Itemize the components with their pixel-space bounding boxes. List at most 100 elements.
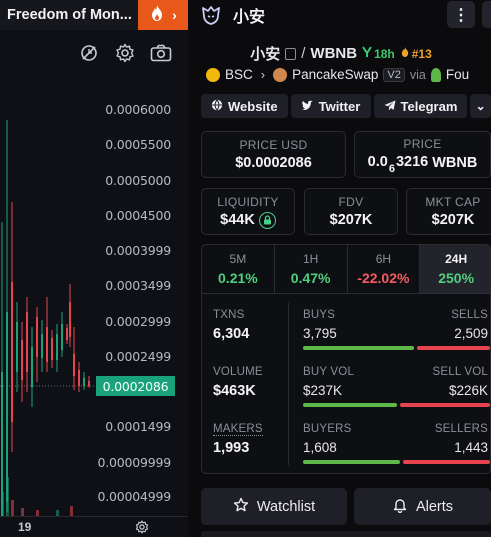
- settings-gear-icon[interactable]: [114, 42, 136, 64]
- buys-bar: [303, 346, 414, 350]
- price-chart[interactable]: 0.0006000 0.0005500 0.0005000 0.0004500 …: [0, 72, 188, 516]
- header-title: 小安: [233, 9, 266, 26]
- twitter-button[interactable]: Twitter: [290, 94, 371, 118]
- volume-value: $463K: [213, 383, 256, 399]
- social-links: Website Twitter Telegram ⌄: [201, 94, 491, 118]
- sellers-bar: [403, 460, 490, 464]
- pancakeswap-icon: [273, 67, 288, 82]
- base-token-name: 小安: [250, 46, 281, 63]
- makers-label: MAKERS: [213, 423, 263, 436]
- boost-label: 18h: [374, 46, 395, 61]
- boost-badge[interactable]: 18h: [362, 46, 395, 61]
- buyers-bar: [303, 460, 400, 464]
- via-label: via: [409, 67, 426, 82]
- price-native-card: PRICE 0.063216 WBNB: [354, 131, 491, 178]
- watchlist-label: Watchlist: [256, 498, 316, 515]
- website-button[interactable]: Website: [201, 94, 288, 118]
- buy-volume-label: BUY VOL: [303, 366, 355, 378]
- chevron-right-icon: ›: [172, 7, 177, 23]
- sells-bar: [417, 346, 490, 350]
- sell-volume-value: $226K: [448, 383, 488, 398]
- lock-icon[interactable]: [258, 211, 276, 229]
- telegram-plane-icon: [384, 99, 396, 114]
- liquidity-label: LIQUIDITY: [217, 194, 279, 209]
- tab-6h[interactable]: 6H -22.02%: [348, 245, 421, 293]
- market-cap-card: MKT CAP $207K: [406, 188, 491, 235]
- price-change-value: 0.47%: [290, 270, 331, 286]
- price-tick: 0.0004500: [105, 208, 171, 223]
- price-usd-value: $0.0002086: [235, 155, 312, 171]
- volume-label: VOLUME: [213, 366, 263, 378]
- measure-icon[interactable]: [78, 42, 100, 64]
- liquidity-card: LIQUIDITY $44K: [201, 188, 295, 235]
- price-usd-card: PRICE USD $0.0002086: [201, 131, 346, 178]
- sell-volume-bar: [400, 403, 490, 407]
- tab-24h[interactable]: 24H 250%: [420, 245, 490, 293]
- buyers-value: 1,608: [303, 440, 337, 455]
- price-native-value: 0.063216 WBNB: [367, 153, 478, 176]
- buys-label: BUYS: [303, 309, 336, 321]
- token-header: 小安: [191, 0, 491, 30]
- sell-volume-label: SELL VOL: [432, 366, 488, 378]
- chevron-down-icon: ⌄: [475, 99, 486, 113]
- timeframe-label: 6H: [375, 252, 392, 266]
- fire-icon: [149, 4, 165, 27]
- chevron-right-icon: ›: [260, 67, 266, 82]
- price-native-prefix: 0.0: [367, 153, 388, 170]
- trending-rank-badge[interactable]: #13: [400, 46, 432, 61]
- telegram-button[interactable]: Telegram: [373, 94, 468, 118]
- tab-1h[interactable]: 1H 0.47%: [275, 245, 348, 293]
- alerts-button[interactable]: Alerts: [354, 488, 491, 525]
- chart-tab-title[interactable]: Freedom of Mon...: [0, 0, 138, 30]
- sells-value: 2,509: [454, 326, 488, 341]
- price-change-value: 250%: [438, 270, 475, 286]
- fdv-card: FDV $207K: [304, 188, 398, 235]
- makers-value: 1,993: [213, 440, 250, 456]
- current-price-tag: 0.0002086: [96, 376, 175, 396]
- timeframe-tabs: 5M 0.21% 1H 0.47% 6H -22.02% 24H 250%: [202, 245, 490, 294]
- candlesticks: [0, 120, 96, 516]
- price-tick: 0.0006000: [105, 102, 171, 117]
- txns-value: 6,304: [213, 326, 250, 342]
- copy-icon[interactable]: [285, 47, 297, 60]
- chain-breadcrumb: BSC › PancakeSwap V2 via Fou: [206, 67, 469, 82]
- more-links-button[interactable]: ⌄: [470, 94, 491, 118]
- price-tick: 0.0001499: [105, 419, 171, 434]
- alerts-label: Alerts: [415, 498, 454, 515]
- dex-name[interactable]: PancakeSwap: [292, 67, 379, 82]
- website-label: Website: [228, 98, 278, 114]
- time-axis: 19: [0, 516, 188, 537]
- chain-name[interactable]: BSC: [225, 67, 253, 82]
- trending-button[interactable]: ›: [138, 0, 188, 30]
- liquidity-value: $44K: [220, 212, 255, 228]
- price-native-label: PRICE: [403, 136, 442, 151]
- price-change-value: -22.02%: [357, 270, 410, 286]
- buy-volume-bar: [303, 403, 397, 407]
- price-tick: 0.00009999: [97, 455, 171, 470]
- liquidity-value-row: $44K: [220, 211, 276, 229]
- launchpad-name[interactable]: Fou: [445, 67, 470, 82]
- axis-settings-icon[interactable]: [135, 520, 149, 537]
- buys-value: 3,795: [303, 326, 337, 341]
- twitter-label: Twitter: [318, 98, 361, 114]
- txns-label: TXNS: [213, 309, 245, 321]
- menu-button[interactable]: ⋮: [447, 1, 475, 28]
- camera-icon[interactable]: [150, 42, 172, 64]
- price-tick: 0.0005000: [105, 173, 171, 188]
- buyers-label: BUYERS: [303, 423, 352, 435]
- buy-volume-value: $237K: [303, 383, 343, 398]
- watchlist-button[interactable]: Watchlist: [201, 488, 347, 525]
- market-cap-label: MKT CAP: [425, 195, 481, 209]
- timeframe-label: 1H: [302, 252, 319, 266]
- time-axis-label: 19: [18, 520, 32, 534]
- star-icon: [233, 497, 249, 517]
- price-native-digits: 3216: [395, 153, 429, 170]
- timeframe-label: 5M: [229, 252, 247, 266]
- tab-5m[interactable]: 5M 0.21%: [202, 245, 275, 293]
- pair-title: 小安 / WBNB 18h #13: [191, 43, 491, 64]
- twitter-bird-icon: [301, 99, 314, 114]
- timeframe-label: 24H: [445, 252, 468, 266]
- stats-box: 5M 0.21% 1H 0.47% 6H -22.02% 24H 250% TX…: [201, 244, 491, 474]
- kebab-menu-icon: ⋮: [453, 6, 469, 24]
- more-button[interactable]: [482, 1, 491, 28]
